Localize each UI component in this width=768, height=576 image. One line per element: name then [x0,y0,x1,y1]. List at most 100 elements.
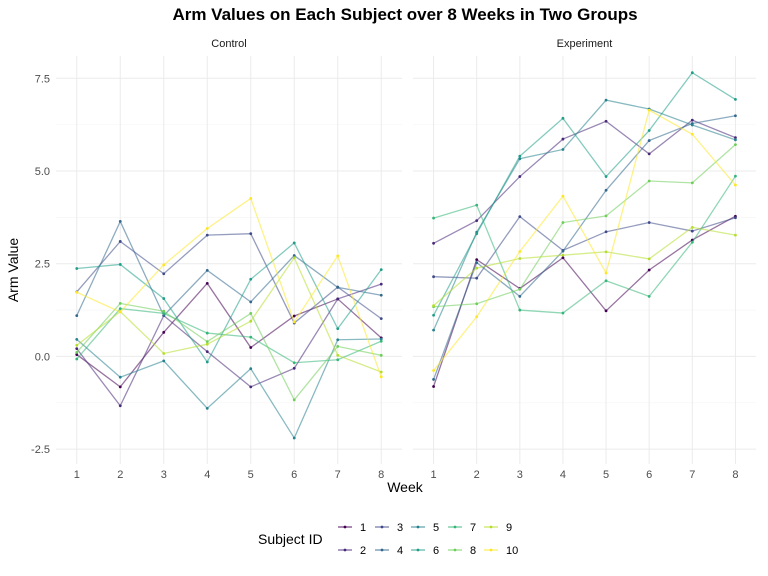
data-point-subject-6 [690,71,694,75]
data-point-subject-4 [379,293,383,297]
data-point-subject-1 [205,281,209,285]
legend-key-point [343,548,347,552]
data-point-subject-8 [647,179,651,183]
data-point-subject-7 [205,331,209,335]
series-line-subject-5 [432,99,736,331]
y-tick-label: 7.5 [35,73,50,85]
data-point-subject-7 [432,216,435,220]
data-point-subject-10 [518,250,522,253]
data-point-subject-3 [475,276,479,280]
panel-control: Control 1 2 3 4 5 6 7 8 [56,38,402,481]
series-line-subject-4 [76,219,382,317]
legend-label: 3 [397,522,403,534]
data-point-subject-4 [75,314,79,318]
x-tick-label: 8 [378,469,384,481]
data-point-subject-2 [118,404,122,408]
data-point-subject-10 [604,271,608,275]
data-point-subject-9 [690,225,694,229]
data-point-subject-4 [336,286,340,289]
data-point-subject-7 [162,312,166,315]
data-point-subject-4 [647,139,651,142]
data-point-subject-1 [118,385,122,389]
y-tick-label: 2.5 [35,259,50,271]
data-point-subject-5 [336,338,340,342]
data-point-subject-1 [432,385,435,388]
data-point-subject-8 [690,181,694,185]
x-tick-label: 3 [161,469,167,481]
data-point-subject-6 [561,116,565,120]
data-point-subject-9 [292,256,296,260]
data-point-subject-7 [379,339,383,343]
x-axis-title: Week [387,479,424,495]
legend-label: 4 [397,545,403,557]
data-point-subject-1 [647,268,651,272]
x-tick-label: 2 [117,469,123,481]
data-point-subject-3 [205,233,209,237]
data-point-subject-5 [690,123,694,127]
data-point-subject-4 [561,249,565,253]
data-point-subject-5 [118,375,122,379]
series-line-subject-3 [433,215,736,279]
legend-item-10: 10 [484,545,518,557]
data-point-subject-2 [249,385,253,389]
data-point-subject-5 [75,337,79,341]
data-point-subject-10 [75,290,79,294]
data-point-subject-9 [475,266,479,270]
data-point-subject-7 [518,308,522,312]
data-point-subject-6 [249,277,253,281]
data-point-subject-6 [75,267,79,270]
data-point-subject-7 [475,203,479,207]
legend: Subject ID 1 2 3 4 5 6 7 8 9 10 [258,522,518,557]
data-point-subject-8 [475,302,479,306]
data-point-subject-9 [379,370,383,374]
data-point-subject-10 [379,375,383,379]
data-point-subject-4 [162,314,166,318]
y-tick-label: 0.0 [35,351,50,363]
data-point-subject-7 [249,335,253,339]
data-point-subject-7 [604,279,608,283]
data-point-subject-6 [518,154,522,158]
data-point-subject-9 [604,250,608,254]
series-line-subject-7 [433,175,736,314]
x-tick-label: 4 [560,469,566,481]
data-point-subject-8 [734,143,737,147]
data-point-subject-10 [118,310,122,314]
data-point-subject-5 [205,406,209,410]
legend-label: 9 [506,522,512,534]
data-point-subject-3 [162,272,166,276]
data-point-subject-6 [336,327,340,331]
data-point-subject-9 [518,257,522,260]
data-point-subject-3 [118,240,122,243]
data-point-subject-4 [205,268,209,272]
data-point-subject-4 [432,378,435,381]
data-point-subject-6 [205,360,209,364]
legend-item-9: 9 [484,522,512,534]
data-point-subject-7 [75,357,79,361]
data-point-subject-10 [647,108,651,112]
series-line-subject-1 [432,215,736,387]
data-point-subject-9 [432,304,435,308]
legend-key-point [489,525,493,529]
legend-item-3: 3 [375,522,403,534]
data-point-subject-9 [75,343,79,347]
data-point-subject-5 [162,359,166,363]
data-point-subject-7 [118,307,122,310]
data-point-subject-5 [292,436,296,440]
data-point-subject-1 [75,353,79,356]
x-tick-label: 1 [431,469,437,481]
chart-title: Arm Values on Each Subject over 8 Weeks … [172,5,637,24]
data-point-subject-4 [518,294,522,298]
legend-key-point [416,548,420,552]
data-point-subject-7 [734,174,737,178]
series-line-subject-9 [433,226,736,307]
legend-item-8: 8 [448,545,476,557]
data-point-subject-9 [734,233,737,237]
data-point-subject-10 [432,369,435,372]
data-point-subject-6 [734,97,737,101]
x-tick-label: 5 [248,469,254,481]
data-point-subject-6 [292,241,296,245]
data-point-subject-4 [249,300,253,304]
legend-key-point [343,525,347,529]
data-point-subject-6 [647,129,651,132]
legend-key-point [380,548,384,552]
